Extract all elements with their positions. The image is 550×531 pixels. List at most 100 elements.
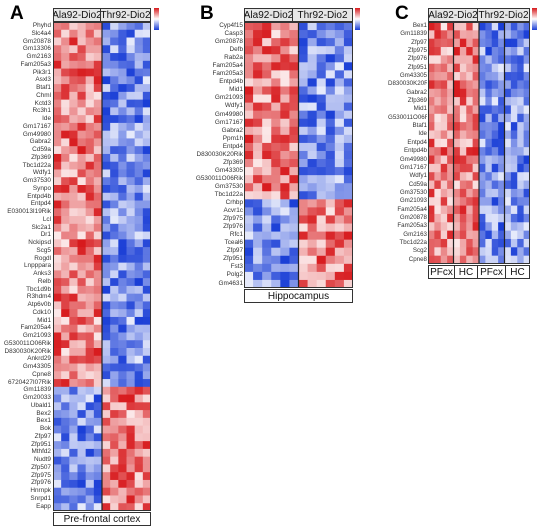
heatmap-cell xyxy=(271,94,281,104)
heatmap-cell xyxy=(69,192,78,201)
heatmap-cell xyxy=(280,175,290,184)
heatmap-cell xyxy=(517,30,525,40)
heatmap-cell xyxy=(142,45,151,54)
heatmap-cell xyxy=(479,163,486,173)
heatmap-cell xyxy=(343,223,353,232)
heatmap-cell xyxy=(102,293,111,302)
heatmap-cell xyxy=(434,47,442,56)
gene-label: Fam205a3 xyxy=(212,70,243,78)
gene-label: Rc3h1 xyxy=(32,107,51,115)
heatmap-cell xyxy=(53,433,62,442)
heatmap-cell xyxy=(126,262,136,271)
heatmap-cell xyxy=(69,371,78,380)
gene-label: Gm37530 xyxy=(214,182,243,190)
heatmap-cell xyxy=(253,62,263,71)
heatmap-cell xyxy=(93,309,103,318)
heatmap-cell xyxy=(93,107,103,116)
heatmap-cell xyxy=(102,231,111,240)
heatmap-cell xyxy=(334,271,345,281)
heatmap-cell xyxy=(102,99,111,108)
heatmap-cell xyxy=(69,60,78,69)
heatmap-cell xyxy=(118,22,127,31)
heatmap-cell xyxy=(466,238,474,248)
heatmap-cell xyxy=(307,150,318,160)
heatmap-cell xyxy=(61,487,70,496)
gene-label: Zfp97 xyxy=(411,38,427,46)
heatmap-cell xyxy=(289,70,299,79)
heatmap-cell xyxy=(472,47,480,56)
heatmap-cell xyxy=(102,107,111,116)
heatmap-cell xyxy=(134,448,144,458)
heatmap-cell xyxy=(472,113,480,123)
heatmap-cell xyxy=(77,185,87,194)
heatmap-cell xyxy=(334,207,345,216)
heatmap-cell xyxy=(118,161,127,170)
heatmap-cell xyxy=(517,47,525,56)
heatmap-cell xyxy=(289,263,299,273)
heatmap-cell xyxy=(126,448,136,458)
heatmap-cell xyxy=(325,159,336,168)
heatmap-cell xyxy=(316,46,327,55)
heatmap-cell xyxy=(307,191,318,200)
heatmap-cell xyxy=(271,46,281,55)
heatmap-cell xyxy=(523,180,530,190)
heatmap-cell xyxy=(307,54,318,63)
heatmap-cell xyxy=(472,130,480,140)
heatmap-cell xyxy=(110,464,119,473)
heatmap-cell xyxy=(118,208,127,217)
heatmap-cell xyxy=(61,262,70,271)
heatmap-cell xyxy=(85,410,95,419)
heatmap-cell xyxy=(289,94,299,104)
heatmap-cell xyxy=(61,76,70,85)
heatmap-cell xyxy=(428,97,435,106)
heatmap-cell xyxy=(118,247,127,256)
gene-label: Zfp976 xyxy=(407,55,427,63)
heatmap-cell xyxy=(61,479,70,489)
heatmap-cell xyxy=(69,309,78,318)
heatmap-cell xyxy=(77,293,87,302)
heatmap-cell xyxy=(142,208,151,217)
heatmap-cell xyxy=(126,169,136,178)
heatmap-cell xyxy=(428,230,435,240)
heatmap-cell xyxy=(280,159,290,168)
heatmap-cell xyxy=(85,425,95,434)
heatmap-cell xyxy=(504,147,512,156)
heatmap-cell xyxy=(459,97,467,106)
heatmap-cell xyxy=(134,115,144,124)
heatmap-cell xyxy=(102,456,111,465)
heatmap-cell xyxy=(428,238,435,248)
heatmap-cell xyxy=(134,107,144,116)
heatmap-cell xyxy=(316,191,327,200)
heatmap-cell xyxy=(517,105,525,115)
heatmap-cell xyxy=(307,110,318,120)
heatmap-cell xyxy=(479,30,486,40)
heatmap-cell xyxy=(325,126,336,136)
heatmap-cell xyxy=(77,479,87,489)
heatmap-cell xyxy=(307,94,318,104)
heatmap-cell xyxy=(77,371,87,380)
heatmap-cell xyxy=(434,130,442,140)
heatmap-cell xyxy=(491,163,499,173)
heatmap-cell xyxy=(504,222,512,232)
heatmap-cell xyxy=(498,113,505,123)
heatmap-cell xyxy=(334,199,345,208)
heatmap-cell xyxy=(262,239,272,249)
heatmap-cell xyxy=(434,105,442,115)
heatmap-cell xyxy=(472,247,480,257)
heatmap-cell xyxy=(134,433,144,442)
heatmap-cell xyxy=(102,285,111,295)
heatmap-cell xyxy=(110,410,119,419)
heatmap-cell xyxy=(142,448,151,458)
heatmap-cell xyxy=(102,348,111,357)
heatmap-cell xyxy=(126,107,136,116)
heatmap-cell xyxy=(142,495,151,504)
heatmap-cell xyxy=(61,495,70,504)
heatmap-cell xyxy=(126,45,136,54)
heatmap-cell xyxy=(447,63,454,73)
heatmap-cell xyxy=(316,279,327,288)
heatmap-cell xyxy=(110,371,119,380)
heatmap-cell xyxy=(334,86,345,95)
heatmap-cell xyxy=(262,46,272,55)
heatmap-cell xyxy=(510,230,518,240)
heatmap-cell xyxy=(142,441,151,450)
